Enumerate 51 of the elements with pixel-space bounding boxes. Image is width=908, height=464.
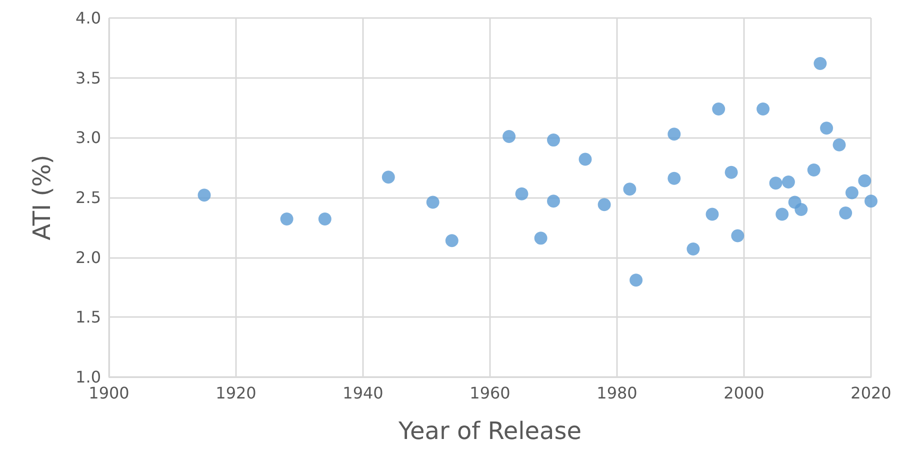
point [280,212,294,226]
point [858,174,872,188]
point [198,188,211,202]
point [832,138,846,152]
point [598,198,611,212]
point [756,102,770,116]
x-tick-label: 1900 [88,384,130,402]
point [318,212,332,226]
point [578,152,592,166]
point [426,196,440,209]
point [807,163,820,176]
point [794,202,808,216]
y-tick-label: 3.5 [76,68,101,88]
x-tick-label: 1940 [342,384,384,402]
x-tick-label: 1960 [470,384,510,402]
point [630,274,643,287]
point [502,130,516,143]
x-axis-title: Year of Release [398,417,582,445]
point [445,234,458,248]
point [668,128,681,141]
point [724,166,738,179]
point [782,175,795,188]
point [686,242,700,256]
y-tick-label: 1.5 [76,308,101,327]
point [623,182,636,196]
y-tick-label: 3.0 [76,128,101,148]
point [534,232,548,245]
point [712,102,726,116]
point [776,208,789,221]
point [845,186,858,200]
point [706,208,719,221]
x-tick-label: 1980 [596,384,638,402]
y-tick-label: 2.5 [76,188,101,207]
point [382,170,395,184]
point [547,134,560,147]
y-tick-label: 4.0 [76,8,101,28]
point [814,56,827,70]
y-tick-label: 2.0 [76,248,101,267]
point [864,194,878,208]
x-tick-label: 1920 [216,384,256,402]
x-tick-label: 2020 [850,384,892,402]
x-tick-label: 2000 [724,384,764,402]
point [668,172,681,185]
point [731,229,744,242]
y-tick-label: 1.0 [76,368,101,386]
y-axis-title: ATI (%) [28,154,56,240]
point [547,194,560,208]
point [839,206,852,220]
point [515,187,528,200]
point [820,122,834,135]
point [769,176,782,190]
